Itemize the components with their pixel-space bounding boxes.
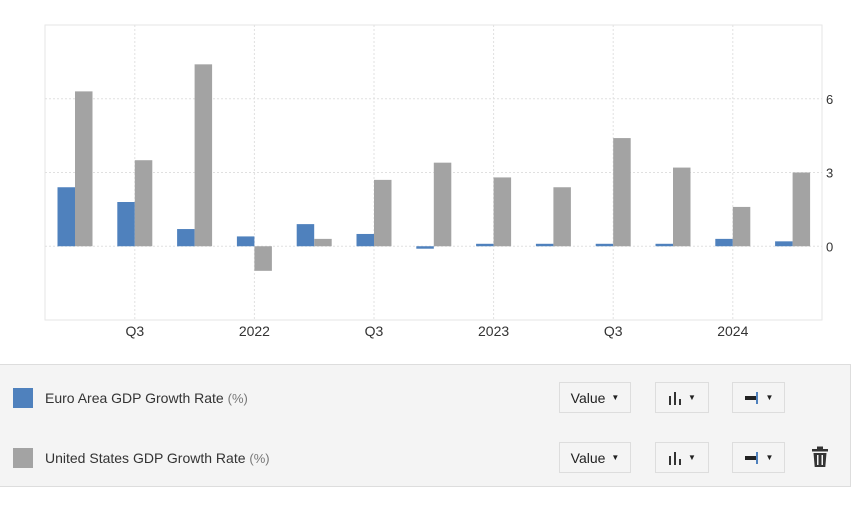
value-dropdown-label: Value [570,449,606,466]
legend-row-euro-area: Euro Area GDP Growth Rate (%) Value ▼ ▼ ▼ [0,377,850,417]
series-name: Euro Area GDP Growth Rate [45,390,224,406]
caret-down-icon: ▼ [611,393,620,402]
caret-down-icon: ▼ [765,393,774,402]
bar-united-states [254,246,272,271]
axis-dropdown[interactable]: ▼ [732,442,785,473]
series-unit: (%) [249,451,270,466]
bar-euro-area [236,236,255,247]
bar-euro-area [57,187,75,247]
bar-united-states [433,162,452,247]
bar-united-states [673,167,691,247]
series-color-swatch[interactable] [13,388,33,408]
caret-down-icon: ▼ [611,453,620,462]
series-color-swatch[interactable] [13,448,33,468]
legend-row-united-states: United States GDP Growth Rate (%) Value ▼… [0,437,850,477]
axis-position-icon [744,391,758,404]
bar-united-states [732,206,751,247]
x-tick-label: Q3 [604,323,623,339]
x-tick-label: Q3 [365,323,384,339]
legend-panel: Euro Area GDP Growth Rate (%) Value ▼ ▼ ▼… [0,364,851,487]
chart-type-dropdown[interactable]: ▼ [655,442,709,473]
value-dropdown[interactable]: Value ▼ [559,442,631,473]
bar-united-states [134,160,153,247]
axis-position-icon [744,451,758,464]
bar-united-states [194,64,213,247]
x-tick-label: 2024 [717,323,748,339]
value-dropdown-label: Value [570,389,606,406]
bar-united-states [75,91,93,247]
caret-down-icon: ▼ [688,393,696,402]
x-tick-label: Q3 [125,323,144,339]
bar-euro-area [535,243,554,247]
x-tick-label: 2022 [239,323,270,339]
x-tick-label: 2023 [478,323,509,339]
bar-euro-area [117,202,135,247]
bar-chart-icon [669,451,682,465]
series-unit: (%) [227,391,248,406]
y-tick-label: 3 [826,166,833,181]
bar-euro-area [715,238,733,247]
caret-down-icon: ▼ [765,453,774,462]
bar-euro-area [177,229,195,247]
y-tick-label: 0 [826,239,833,254]
bar-united-states [613,138,631,247]
trash-icon[interactable] [810,446,830,468]
bar-united-states [792,172,811,247]
bar-chart-icon [669,391,682,405]
chart-type-dropdown[interactable]: ▼ [655,382,709,413]
bar-euro-area [356,233,374,247]
value-dropdown[interactable]: Value ▼ [559,382,631,413]
bar-united-states [374,179,392,247]
bar-euro-area [416,246,434,249]
axis-dropdown[interactable]: ▼ [732,382,785,413]
bar-united-states [314,238,332,247]
caret-down-icon: ▼ [688,453,696,462]
bar-euro-area [476,243,494,247]
bar-euro-area [595,243,614,247]
bar-euro-area [775,241,793,247]
bar-united-states [553,187,571,247]
series-name: United States GDP Growth Rate [45,450,246,466]
bar-united-states [493,177,512,247]
y-tick-label: 6 [826,92,833,107]
bar-euro-area [296,224,315,247]
bar-chart: 0 3 6 Q3 2022 Q3 2023 Q3 2024 [44,24,833,339]
bar-euro-area [655,243,673,247]
